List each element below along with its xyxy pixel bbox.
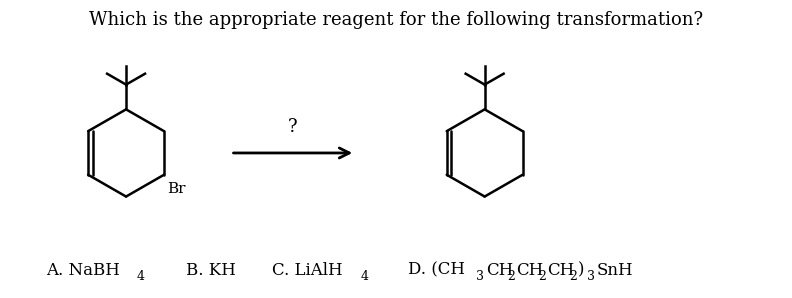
Text: CH: CH [516,262,544,279]
Text: C. LiAlH: C. LiAlH [272,262,343,279]
Text: D. (CH: D. (CH [408,262,465,279]
Text: 3: 3 [587,270,595,283]
Text: 4: 4 [136,270,144,283]
Text: A. NaBH: A. NaBH [47,262,120,279]
Text: Br: Br [167,182,185,196]
Text: CH: CH [547,262,575,279]
Text: ?: ? [288,118,298,136]
Text: 3: 3 [476,270,484,283]
Text: SnH: SnH [596,262,633,279]
Text: B. KH: B. KH [186,262,236,279]
Text: 2: 2 [507,270,515,283]
Text: CH: CH [485,262,513,279]
Text: 2: 2 [569,270,577,283]
Text: Which is the appropriate reagent for the following transformation?: Which is the appropriate reagent for the… [89,11,703,29]
Text: 4: 4 [360,270,368,283]
Text: 2: 2 [538,270,546,283]
Text: ): ) [578,262,584,279]
